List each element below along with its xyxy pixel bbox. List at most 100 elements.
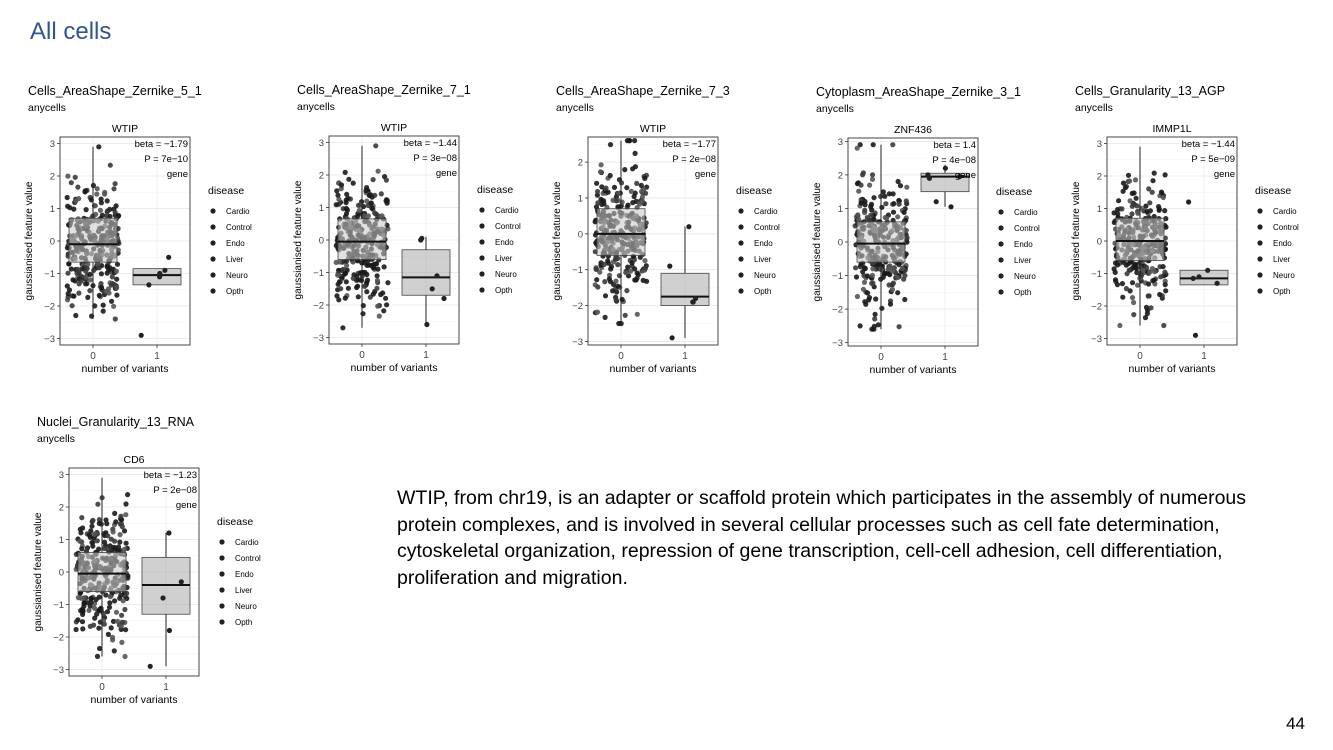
- data-point: [370, 177, 376, 183]
- x-tick-label: 1: [163, 682, 169, 693]
- data-point: [364, 198, 370, 204]
- data-point: [379, 213, 385, 219]
- data-point: [370, 291, 376, 297]
- data-point: [166, 530, 172, 536]
- data-point: [88, 595, 94, 601]
- data-point: [599, 184, 605, 190]
- y-tick-label: −2: [313, 301, 324, 312]
- data-point: [366, 262, 372, 268]
- data-point: [112, 598, 118, 604]
- legend-label: Opth: [495, 286, 512, 295]
- facet-gene-label: CD6: [123, 454, 144, 466]
- data-point: [364, 277, 371, 283]
- data-point: [864, 273, 870, 279]
- legend-label: Cardio: [235, 538, 259, 547]
- facet-gene-label: WTIP: [640, 123, 666, 135]
- data-point: [83, 207, 89, 213]
- box-group-1: [401, 235, 451, 328]
- legend-label: Liver: [1273, 255, 1291, 264]
- legend-label: Neuro: [495, 270, 517, 279]
- legend-label: Neuro: [1273, 271, 1295, 280]
- data-point: [375, 168, 381, 174]
- chart-title: Cells_AreaShape_Zernike_7_3: [556, 84, 730, 98]
- data-point: [597, 169, 604, 175]
- data-point: [1151, 213, 1157, 220]
- data-point: [73, 312, 79, 319]
- data-point: [1148, 305, 1154, 311]
- data-point: [879, 305, 885, 311]
- annotation-line: beta = −1.79: [135, 139, 188, 150]
- x-axis-label: number of variants: [82, 363, 169, 375]
- data-point: [869, 272, 875, 278]
- data-point: [115, 618, 121, 624]
- data-point: [100, 308, 106, 314]
- legend-label: Control: [1014, 224, 1040, 233]
- data-point: [109, 274, 115, 280]
- y-tick-label: −2: [1091, 302, 1102, 313]
- data-point: [903, 198, 909, 204]
- box-group-0: [333, 143, 391, 331]
- data-point: [593, 266, 599, 272]
- box: [1115, 217, 1165, 261]
- data-point: [1162, 269, 1168, 275]
- data-point: [873, 296, 879, 302]
- legend-label: Liver: [1014, 256, 1032, 265]
- data-point: [108, 625, 114, 631]
- data-point: [85, 261, 91, 267]
- data-point: [75, 617, 81, 623]
- data-point: [345, 285, 351, 291]
- data-point: [123, 540, 129, 546]
- legend-key: [1257, 208, 1263, 214]
- data-point: [384, 200, 390, 206]
- data-point: [867, 182, 873, 188]
- legend-label: Control: [495, 222, 521, 231]
- data-point: [80, 626, 86, 632]
- data-point: [147, 663, 153, 669]
- data-point: [146, 282, 152, 288]
- legend-label: Control: [235, 554, 261, 563]
- data-point: [98, 196, 104, 202]
- box: [68, 217, 118, 263]
- legend-key: [210, 224, 216, 230]
- legend-item-cardio: Cardio: [998, 208, 1038, 217]
- data-point: [957, 174, 963, 180]
- data-point: [595, 200, 601, 206]
- data-point: [87, 277, 93, 283]
- data-point: [374, 277, 380, 284]
- legend-item-liver: Liver: [479, 254, 513, 263]
- data-point: [71, 206, 77, 212]
- data-point: [895, 274, 901, 281]
- x-tick-label: 0: [99, 682, 105, 693]
- data-point: [372, 210, 378, 216]
- data-point: [1119, 206, 1125, 212]
- legend-item-liver: Liver: [210, 255, 244, 264]
- data-point: [1129, 190, 1135, 196]
- data-point: [862, 299, 868, 305]
- legend-key: [1257, 288, 1263, 294]
- x-axis-label: number of variants: [870, 364, 957, 376]
- data-point: [72, 174, 78, 180]
- data-point: [87, 288, 93, 294]
- boxplot-5: Cells_Granularity_13_AGP anycells IMMP1L −3…: [1071, 84, 1299, 375]
- data-point: [1192, 332, 1199, 338]
- legend-key: [479, 223, 485, 229]
- data-point: [866, 295, 873, 301]
- y-tick-label: −1: [44, 269, 55, 280]
- y-tick-label: 1: [578, 193, 583, 204]
- box-group-0: [852, 142, 910, 332]
- data-point: [69, 303, 75, 309]
- data-point: [855, 212, 861, 218]
- data-point: [594, 180, 600, 186]
- legend-item-control: Control: [210, 223, 252, 232]
- data-point: [373, 143, 379, 149]
- x-tick-label: 1: [942, 352, 948, 363]
- legend-item-liver: Liver: [219, 586, 253, 595]
- y-tick-label: −2: [44, 302, 55, 313]
- legend-item-control: Control: [1257, 223, 1299, 232]
- data-point: [364, 185, 370, 191]
- data-point: [1158, 274, 1164, 280]
- data-point: [642, 265, 649, 271]
- data-point: [343, 205, 349, 212]
- data-point: [79, 515, 85, 521]
- data-point: [110, 618, 117, 624]
